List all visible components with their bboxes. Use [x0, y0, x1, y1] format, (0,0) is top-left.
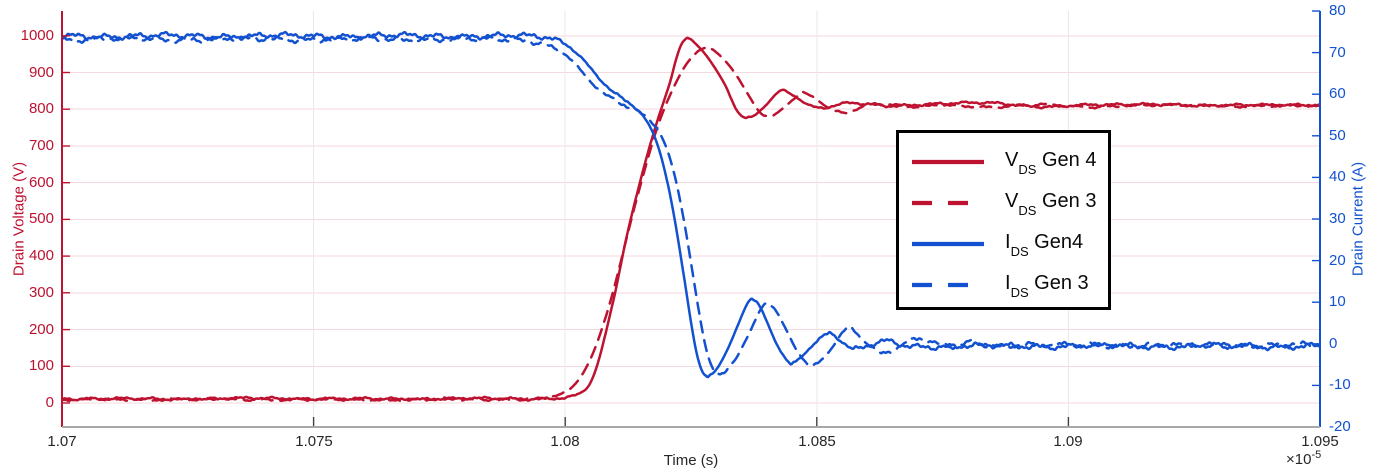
x-axis-multiplier-exponent: -5	[1311, 449, 1322, 461]
x-tick-label: 1.085	[798, 433, 836, 450]
y-right-tick-label: 60	[1329, 85, 1346, 102]
legend: VDS Gen 4 VDS Gen 3 IDS Gen4 IDS Gen 3	[896, 130, 1111, 310]
legend-entry-vds-gen3: VDS Gen 3	[899, 182, 1108, 223]
x-axis-multiplier: ×10-5	[1286, 449, 1321, 468]
legend-label: IDS Gen4	[1005, 231, 1084, 259]
y-right-axis-title-text: Drain Current (A)	[1349, 161, 1367, 277]
y-right-tick-label: 10	[1329, 293, 1346, 310]
y-left-tick-label: 800	[28, 100, 54, 117]
y-left-tick-label: 400	[28, 247, 54, 264]
y-left-tick-label: 700	[28, 137, 54, 154]
legend-line-dashed-blue	[912, 282, 984, 287]
legend-entry-ids-gen4: IDS Gen4	[899, 223, 1108, 264]
y-right-tick-label: -20	[1329, 418, 1351, 435]
y-right-tick-label: -10	[1329, 376, 1351, 393]
y-left-tick-label: 1000	[20, 27, 54, 44]
legend-label: VDS Gen 3	[1005, 190, 1097, 218]
y-left-tick-label: 200	[28, 321, 54, 338]
trace-i-ds-gen-3	[62, 34, 1320, 376]
y-left-tick-label: 100	[28, 357, 54, 374]
legend-line-solid-blue	[912, 241, 984, 246]
y-left-tick-label: 900	[28, 64, 54, 81]
x-tick-label: 1.095	[1301, 433, 1339, 450]
x-axis-title: Time (s)	[663, 452, 719, 469]
y-right-tick-label: 0	[1329, 335, 1338, 352]
trace-v-ds-gen-3	[62, 46, 1320, 403]
legend-line-solid-red	[912, 159, 984, 164]
trace-v-ds-gen-4	[62, 36, 1320, 402]
trace-i-ds-gen4	[62, 30, 1320, 379]
y-left-tick-label: 500	[28, 210, 54, 227]
x-tick-label: 1.075	[295, 433, 333, 450]
x-tick-label: 1.09	[1053, 433, 1083, 450]
y-right-tick-label: 80	[1329, 2, 1346, 19]
y-right-tick-label: 70	[1329, 44, 1346, 61]
y-right-tick-label: 50	[1329, 127, 1346, 144]
y-left-tick-label: 300	[28, 284, 54, 301]
x-axis-multiplier-base: ×10	[1286, 451, 1312, 468]
x-tick-label: 1.07	[47, 433, 77, 450]
y-left-tick-label: 0	[45, 394, 54, 411]
y-left-tick-label: 600	[28, 174, 54, 191]
x-tick-label: 1.08	[550, 433, 580, 450]
legend-line-dashed-red	[912, 200, 984, 205]
legend-label: IDS Gen 3	[1005, 272, 1089, 300]
y-right-tick-label: 40	[1329, 168, 1346, 185]
legend-entry-vds-gen4: VDS Gen 4	[899, 141, 1108, 182]
legend-entry-ids-gen3: IDS Gen 3	[899, 264, 1108, 305]
y-right-tick-label: 20	[1329, 252, 1346, 269]
legend-label: VDS Gen 4	[1005, 149, 1097, 177]
y-right-tick-label: 30	[1329, 210, 1346, 227]
